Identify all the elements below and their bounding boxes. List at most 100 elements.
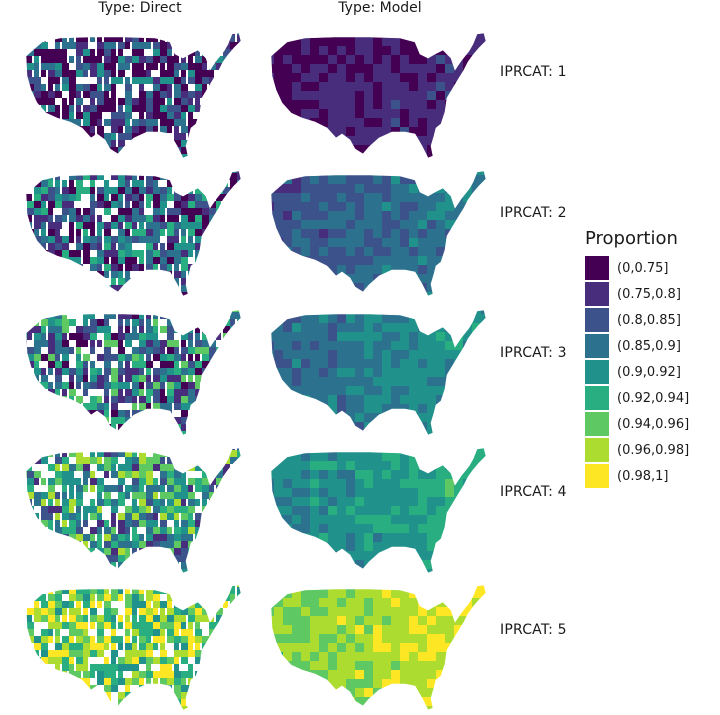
county-cell bbox=[160, 396, 167, 403]
county-cell bbox=[160, 147, 167, 154]
county-cell bbox=[34, 478, 39, 485]
county-cell bbox=[209, 208, 216, 215]
county-cell bbox=[146, 657, 153, 664]
county-cell bbox=[209, 527, 216, 534]
county-cell bbox=[346, 33, 355, 37]
county-cell bbox=[337, 136, 346, 145]
county-cell bbox=[48, 292, 55, 296]
county-cell bbox=[223, 312, 228, 319]
county-cell bbox=[111, 622, 116, 629]
county-cell bbox=[62, 636, 69, 643]
county-cell bbox=[125, 382, 130, 389]
county-cell bbox=[391, 229, 400, 238]
county-cell bbox=[111, 257, 118, 264]
county-cell bbox=[418, 175, 427, 184]
county-cell bbox=[418, 452, 427, 461]
county-cell bbox=[454, 265, 463, 274]
county-cell bbox=[436, 341, 445, 350]
county-cell bbox=[174, 396, 181, 403]
county-cell bbox=[364, 274, 373, 283]
county-cell bbox=[310, 497, 319, 506]
county-cell bbox=[139, 485, 144, 492]
county-cell bbox=[181, 534, 188, 541]
county-cell bbox=[55, 464, 60, 471]
county-cell bbox=[418, 274, 427, 283]
county-cell bbox=[418, 171, 427, 175]
county-cell bbox=[209, 594, 216, 601]
county-cell bbox=[223, 264, 228, 271]
county-cell bbox=[230, 569, 237, 573]
county-cell bbox=[111, 417, 118, 424]
county-cell bbox=[244, 643, 245, 650]
county-cell bbox=[427, 202, 436, 211]
direct-map-row-2 bbox=[20, 166, 245, 301]
county-cell bbox=[202, 492, 209, 499]
county-cell bbox=[244, 70, 245, 77]
county-cell bbox=[391, 497, 400, 506]
county-cell bbox=[481, 506, 486, 515]
county-cell bbox=[97, 527, 102, 534]
county-cell bbox=[34, 63, 39, 70]
county-cell bbox=[48, 562, 55, 569]
county-cell bbox=[41, 208, 48, 215]
county-cell bbox=[230, 250, 237, 257]
county-cell bbox=[400, 64, 409, 73]
county-cell bbox=[382, 238, 391, 247]
county-cell bbox=[346, 515, 355, 524]
county-cell bbox=[355, 688, 364, 697]
county-cell bbox=[118, 347, 125, 354]
county-cell bbox=[418, 368, 427, 377]
county-cell bbox=[237, 98, 241, 105]
county-cell bbox=[436, 661, 445, 670]
county-cell bbox=[55, 692, 62, 699]
county-cell bbox=[244, 478, 245, 485]
county-cell bbox=[55, 278, 62, 285]
county-cell bbox=[310, 661, 319, 670]
county-cell bbox=[132, 622, 139, 629]
county-cell bbox=[216, 464, 223, 471]
county-cell bbox=[167, 471, 174, 478]
county-cell bbox=[216, 403, 221, 410]
county-cell bbox=[125, 84, 132, 91]
county-cell bbox=[62, 33, 69, 35]
county-cell bbox=[301, 100, 310, 109]
county-cell bbox=[146, 410, 153, 417]
county-cell bbox=[244, 180, 245, 187]
county-cell bbox=[391, 488, 400, 497]
county-cell bbox=[167, 671, 174, 678]
county-cell bbox=[463, 688, 472, 697]
county-cell bbox=[337, 431, 346, 435]
county-cell bbox=[274, 118, 283, 127]
county-cell bbox=[319, 386, 328, 395]
county-cell bbox=[223, 208, 228, 215]
county-cell bbox=[391, 341, 400, 350]
county-cell bbox=[104, 576, 111, 578]
county-cell bbox=[26, 396, 27, 403]
county-cell bbox=[418, 679, 427, 688]
county-cell bbox=[153, 33, 158, 35]
county-cell bbox=[427, 310, 436, 314]
county-cell bbox=[34, 91, 41, 98]
county-cell bbox=[418, 256, 427, 265]
county-cell bbox=[111, 431, 118, 435]
county-cell bbox=[34, 678, 41, 685]
county-cell bbox=[223, 319, 230, 326]
county-cell bbox=[216, 56, 223, 63]
county-cell bbox=[301, 332, 310, 341]
county-cell bbox=[174, 671, 181, 678]
county-cell bbox=[139, 643, 146, 650]
county-cell bbox=[364, 697, 373, 706]
county-cell bbox=[373, 448, 382, 452]
county-cell bbox=[188, 354, 193, 361]
county-cell bbox=[472, 193, 481, 202]
county-cell bbox=[445, 73, 454, 82]
county-cell bbox=[445, 33, 454, 37]
county-cell bbox=[174, 154, 179, 158]
county-cell bbox=[27, 250, 34, 257]
legend-label: (0.98,1] bbox=[617, 468, 669, 484]
county-cell bbox=[292, 497, 301, 506]
county-cell bbox=[188, 208, 195, 215]
county-cell bbox=[26, 569, 27, 573]
county-cell bbox=[76, 333, 83, 340]
county-cell bbox=[283, 33, 292, 37]
